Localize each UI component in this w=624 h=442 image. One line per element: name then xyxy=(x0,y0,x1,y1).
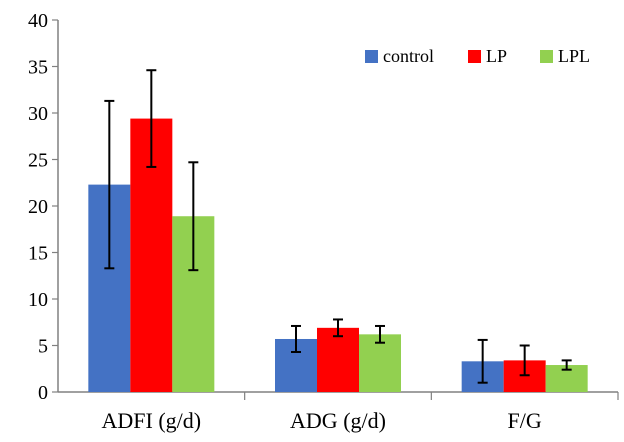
x-category-label: F/G xyxy=(508,408,542,433)
y-tick-label: 20 xyxy=(28,196,48,218)
y-axis-ticks: 0 5 10 15 20 25 30 35 40 xyxy=(28,10,58,404)
y-tick-label: 30 xyxy=(28,103,48,125)
legend-swatch-LPL xyxy=(540,50,553,63)
legend-swatch-LP xyxy=(468,50,481,63)
x-category-label: ADG (g/d) xyxy=(290,408,386,433)
y-tick-label: 25 xyxy=(28,150,48,172)
y-tick-label: 15 xyxy=(28,243,48,265)
legend-label-LPL: LPL xyxy=(558,46,590,66)
legend-swatch-control xyxy=(365,50,378,63)
x-axis-labels: ADFI (g/d) ADG (g/d) F/G xyxy=(102,408,542,433)
bar-LP-1 xyxy=(317,327,359,392)
y-tick-label: 35 xyxy=(28,57,48,79)
y-tick-label: 40 xyxy=(28,10,48,32)
legend: control LP LPL xyxy=(365,46,590,66)
y-tick-label: 5 xyxy=(38,336,48,358)
bar-LPL-1 xyxy=(359,334,401,392)
legend-label-LP: LP xyxy=(486,46,507,66)
error-bars xyxy=(104,69,572,384)
y-tick-label: 10 xyxy=(28,289,48,311)
bars xyxy=(88,118,588,392)
x-category-label: ADFI (g/d) xyxy=(102,408,202,433)
legend-label-control: control xyxy=(383,46,434,66)
y-tick-label: 0 xyxy=(38,382,48,404)
